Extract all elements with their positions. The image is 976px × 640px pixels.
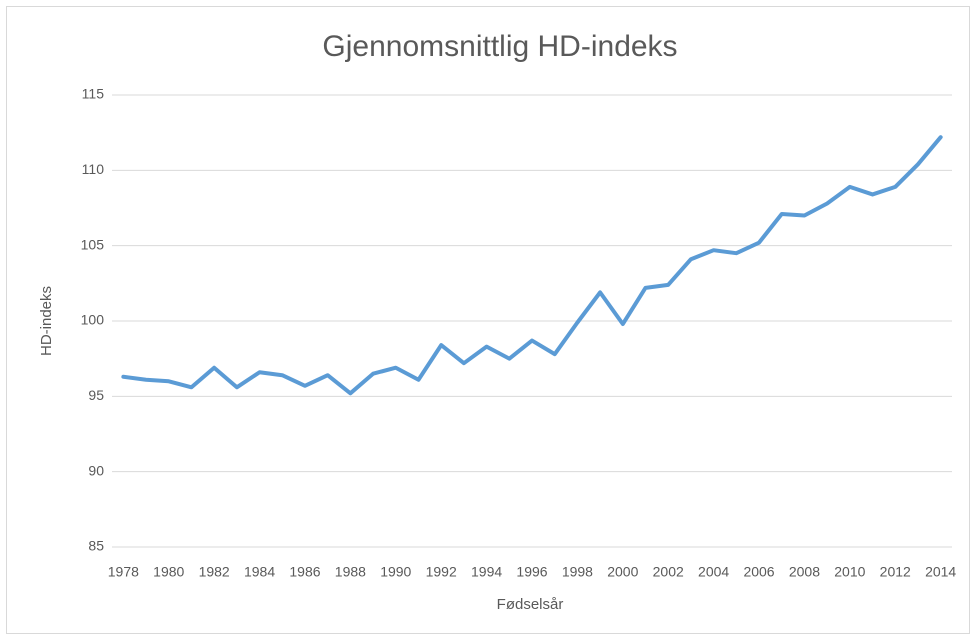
x-tick-label: 1994 [471, 564, 502, 580]
x-tick-label: 2012 [880, 564, 911, 580]
chart-title: Gjennomsnittlig HD-indeks [322, 30, 677, 63]
x-axis-label: Fødselsår [497, 596, 564, 613]
chart-border [6, 6, 970, 634]
x-tick-label: 1982 [199, 564, 230, 580]
x-tick-label: 1984 [244, 564, 275, 580]
y-tick-label: 90 [88, 462, 104, 478]
x-tick-label: 2000 [607, 564, 638, 580]
y-tick-label: 110 [82, 161, 105, 177]
y-tick-label: 85 [88, 538, 104, 554]
y-tick-label: 115 [82, 86, 105, 102]
x-tick-label: 1988 [335, 564, 366, 580]
x-tick-label: 2008 [789, 564, 820, 580]
x-tick-label: 2006 [743, 564, 774, 580]
line [121, 135, 943, 396]
x-tick-label: 1978 [108, 564, 139, 580]
x-tick-label: 1992 [426, 564, 457, 580]
x-tick-label: 2002 [653, 564, 684, 580]
x-tick-label: 1996 [516, 564, 547, 580]
x-tick-label: 2010 [834, 564, 865, 580]
y-tick-label: 100 [81, 312, 105, 328]
y-tick-label: 95 [88, 387, 104, 403]
x-tick-label: 1998 [562, 564, 593, 580]
y-axis-label: HD-indeks [38, 286, 55, 356]
x-tick-label: 1986 [289, 564, 320, 580]
y-tick-label: 105 [81, 236, 105, 252]
x-tick-label: 1980 [153, 564, 184, 580]
x-tick-label: 2014 [925, 564, 956, 580]
x-tick-label: 1990 [380, 564, 411, 580]
x-tick-label: 2004 [698, 564, 729, 580]
